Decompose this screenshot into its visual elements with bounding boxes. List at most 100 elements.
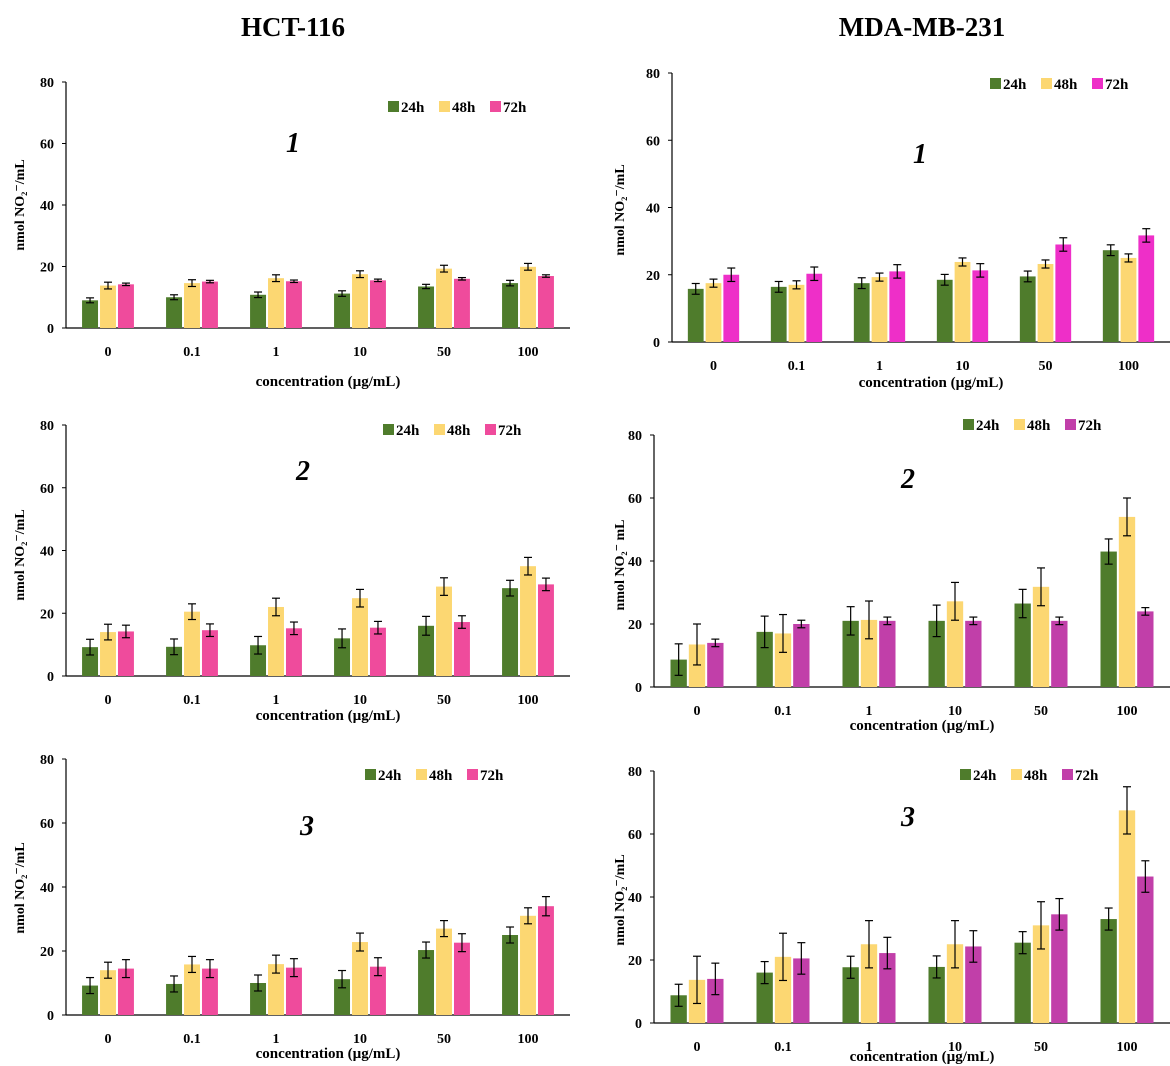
bar-48h: [100, 632, 116, 676]
chart-mda-2: 0 20 40 60 80 nmol NO₂⁻ mL 0 0.1 1 10 50 100 concent…: [613, 418, 1170, 734]
bar-72h: [793, 958, 810, 1023]
bar-48h: [788, 284, 805, 342]
bar-24h: [166, 297, 183, 328]
bar-72h: [707, 642, 724, 687]
bar-48h: [1032, 586, 1050, 687]
bar-48h: [184, 964, 200, 1015]
x-tick-label: 100: [518, 345, 539, 360]
legend-swatch-72h: [1092, 78, 1103, 89]
bar-24h: [687, 288, 704, 342]
y-tick-label: 40: [646, 202, 660, 217]
x-tick-label: 100: [1117, 704, 1138, 719]
panel-number: 1: [286, 128, 300, 159]
bar-48h: [954, 261, 971, 342]
chart-mda-1: 0 20 40 60 80 nmol NO₂⁻/mL 0 0.1 1 10 50 100 concent…: [613, 67, 1170, 391]
x-tick-label: 0.1: [774, 1040, 792, 1055]
bar-48h: [774, 956, 792, 1023]
x-tick-label: 1: [273, 693, 280, 708]
x-tick-label: 10: [353, 693, 367, 708]
legend-label-24h: 24h: [1003, 77, 1027, 93]
bar-72h: [889, 271, 906, 342]
bar-24h: [250, 294, 267, 328]
legend-swatch-48h: [1041, 78, 1052, 89]
bar-24h: [756, 631, 773, 687]
bar-24h: [1100, 551, 1117, 687]
bar-24h: [334, 293, 351, 328]
legend-label-24h: 24h: [378, 768, 402, 784]
bar-24h: [853, 283, 870, 342]
bar-48h: [774, 633, 792, 687]
x-tick-label: 0: [694, 704, 701, 719]
bar-72h: [965, 946, 982, 1023]
bar-72h: [117, 631, 134, 676]
x-axis-label: concentration (µg/mL): [256, 708, 401, 724]
x-tick-label: 10: [948, 704, 962, 719]
y-tick-label: 0: [653, 336, 660, 351]
x-tick-label: 1: [866, 704, 873, 719]
bar-48h: [688, 644, 706, 687]
y-tick-label: 0: [47, 670, 54, 685]
x-tick-label: 0.1: [788, 359, 806, 374]
y-axis-label: nmol NO₂⁻/mL: [613, 164, 628, 255]
bar-72h: [117, 968, 134, 1015]
bar-48h: [1118, 516, 1136, 687]
bar-72h: [285, 281, 302, 328]
bar-72h: [879, 953, 896, 1023]
legend-swatch-72h: [467, 769, 478, 780]
bar-24h: [842, 620, 859, 687]
bar-24h: [1014, 603, 1031, 687]
y-tick-label: 20: [40, 945, 54, 960]
y-tick-label: 80: [40, 419, 54, 434]
chart-hct116-1: 0 20 40 60 80 nmol NO₂⁻/mL 0 0.1 1 10 50 100 concent…: [13, 76, 570, 390]
x-tick-label: 50: [437, 345, 451, 360]
legend-swatch-72h: [485, 424, 496, 435]
x-tick-label: 0.1: [183, 1032, 201, 1047]
y-tick-label: 40: [628, 555, 642, 570]
legend-label-24h: 24h: [976, 418, 1000, 434]
bar-72h: [1051, 914, 1068, 1023]
legend-swatch-48h: [1014, 419, 1025, 430]
bar-48h: [1118, 810, 1136, 1023]
bar-24h: [418, 950, 435, 1015]
y-axis-label: nmol NO₂⁻/mL: [613, 854, 628, 945]
bar-72h: [537, 276, 554, 328]
bar-24h: [418, 625, 435, 676]
bar-48h: [946, 601, 964, 687]
legend-label-48h: 48h: [1054, 77, 1078, 93]
bar-24h: [250, 645, 267, 676]
bar-24h: [770, 286, 787, 342]
y-tick-label: 60: [40, 817, 54, 832]
bar-24h: [82, 985, 99, 1015]
bar-48h: [184, 611, 200, 676]
bar-24h: [502, 283, 519, 328]
legend-label-72h: 72h: [503, 100, 527, 116]
y-tick-label: 40: [40, 881, 54, 896]
y-tick-label: 20: [628, 618, 642, 633]
y-tick-label: 80: [628, 429, 642, 444]
panel-number: 2: [900, 464, 915, 495]
mda-mb-231-title: MDA-MB-231: [838, 12, 1006, 42]
x-tick-label: 50: [1039, 359, 1053, 374]
bar-48h: [352, 274, 368, 328]
x-tick-label: 0.1: [774, 704, 792, 719]
bar-72h: [369, 280, 386, 328]
bar-48h: [352, 598, 368, 676]
legend-label-72h: 72h: [1075, 768, 1099, 784]
x-tick-label: 10: [948, 1040, 962, 1055]
bar-24h: [936, 279, 953, 342]
x-tick-label: 1: [273, 345, 280, 360]
x-tick-label: 0: [710, 359, 717, 374]
bar-72h: [201, 968, 218, 1015]
bar-48h: [436, 928, 452, 1015]
bar-24h: [82, 300, 99, 328]
bar-72h: [972, 270, 989, 342]
legend-swatch-48h: [1011, 769, 1022, 780]
bar-48h: [871, 277, 888, 342]
legend-label-24h: 24h: [973, 768, 997, 784]
x-tick-label: 1: [273, 1032, 280, 1047]
y-tick-label: 60: [628, 828, 642, 843]
legend-label-48h: 48h: [452, 100, 476, 116]
bar-72h: [723, 274, 740, 342]
bar-72h: [537, 906, 554, 1015]
bar-24h: [842, 967, 859, 1023]
